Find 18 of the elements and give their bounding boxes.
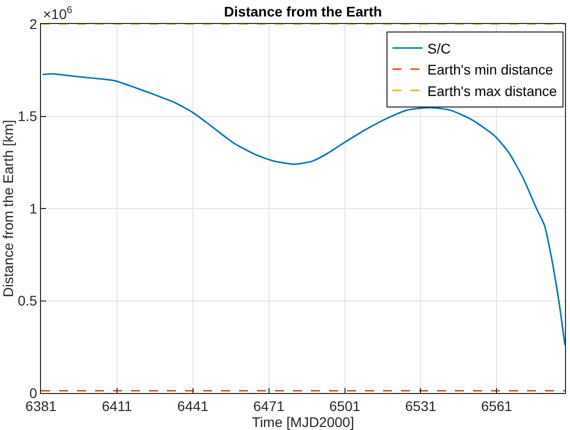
text: ×10$^{6}$ bbox=[43, 5, 73, 22]
y-tick-label: 0.5 bbox=[18, 292, 38, 309]
x-tick-label: 6531 bbox=[405, 398, 436, 414]
y-tick-label: 1 bbox=[29, 200, 38, 216]
y-tick-label: 1.5 bbox=[18, 108, 38, 124]
x-tick-label: 6501 bbox=[329, 398, 361, 414]
line-series bbox=[42, 73, 565, 346]
y-tick-label: 2 bbox=[29, 16, 38, 32]
y-axis-title: Distance from the Earth [km] bbox=[0, 120, 16, 298]
x-axis-title: Time [MJD2000] bbox=[252, 414, 354, 430]
legend-label: Earth's max distance bbox=[427, 82, 558, 99]
x-tick-label: 6441 bbox=[177, 398, 209, 414]
x-tick-label: 6561 bbox=[481, 398, 512, 414]
x-tick-label: 6411 bbox=[102, 398, 132, 414]
chart-title: Distance from the Earth bbox=[224, 3, 382, 20]
x-tick-label: 6471 bbox=[253, 398, 285, 414]
legend-label: Earth's min distance bbox=[427, 62, 554, 78]
legend-label: S/C bbox=[427, 40, 451, 56]
